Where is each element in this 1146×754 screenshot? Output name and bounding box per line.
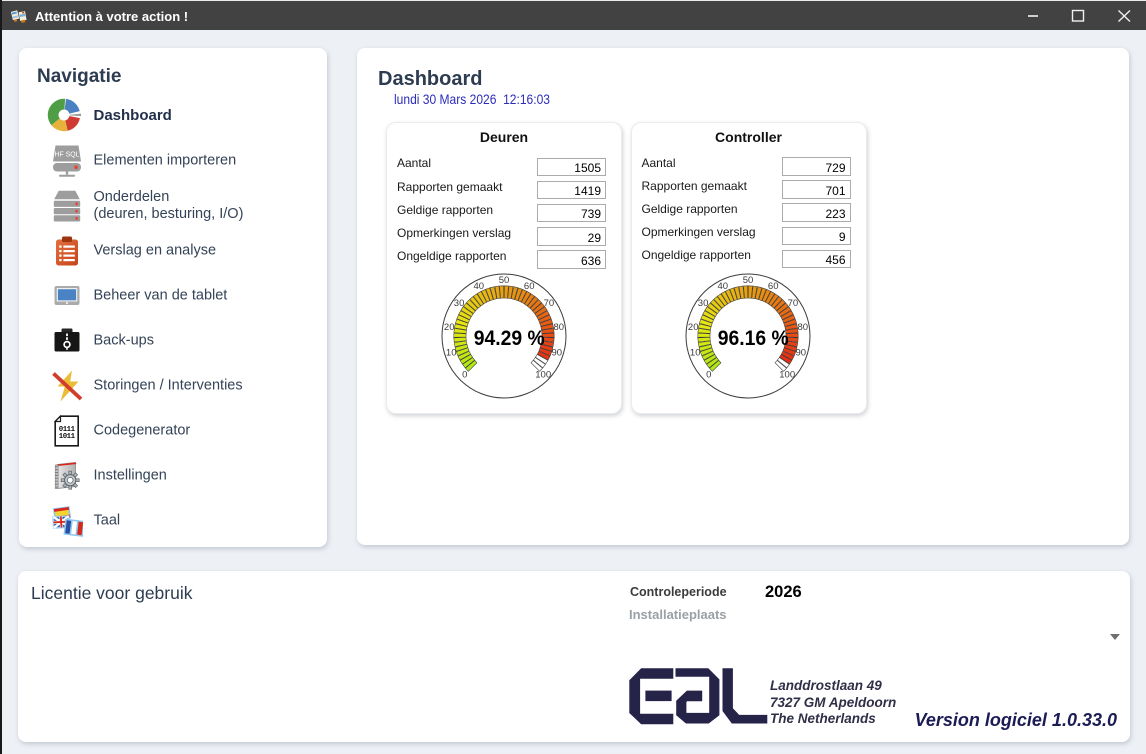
svg-text:50: 50 bbox=[742, 275, 753, 286]
svg-text:60: 60 bbox=[523, 281, 534, 292]
svg-text:90: 90 bbox=[795, 348, 806, 359]
svg-text:90: 90 bbox=[551, 348, 562, 359]
svg-text:20: 20 bbox=[687, 322, 698, 333]
svg-text:10: 10 bbox=[445, 348, 456, 359]
svg-text:40: 40 bbox=[717, 281, 728, 292]
svg-text:10: 10 bbox=[689, 348, 700, 359]
svg-text:70: 70 bbox=[543, 298, 554, 309]
svg-text:96.16 %: 96.16 % bbox=[717, 326, 788, 350]
svg-text:0111: 0111 bbox=[59, 426, 76, 434]
svg-text:80: 80 bbox=[553, 322, 564, 333]
svg-text:100: 100 bbox=[779, 370, 795, 381]
svg-text:100: 100 bbox=[535, 370, 551, 381]
svg-text:30: 30 bbox=[453, 298, 464, 309]
svg-text:40: 40 bbox=[473, 281, 484, 292]
svg-text:0: 0 bbox=[706, 370, 711, 381]
svg-text:60: 60 bbox=[767, 281, 778, 292]
svg-text:50: 50 bbox=[498, 275, 509, 286]
svg-text:1011: 1011 bbox=[59, 433, 76, 441]
svg-text:30: 30 bbox=[697, 298, 708, 309]
svg-text:70: 70 bbox=[787, 298, 798, 309]
svg-text:94.29 %: 94.29 % bbox=[473, 326, 544, 350]
svg-text:80: 80 bbox=[797, 322, 808, 333]
svg-text:0: 0 bbox=[462, 370, 467, 381]
svg-text:HF SQL: HF SQL bbox=[55, 151, 80, 158]
svg-text:20: 20 bbox=[443, 322, 454, 333]
